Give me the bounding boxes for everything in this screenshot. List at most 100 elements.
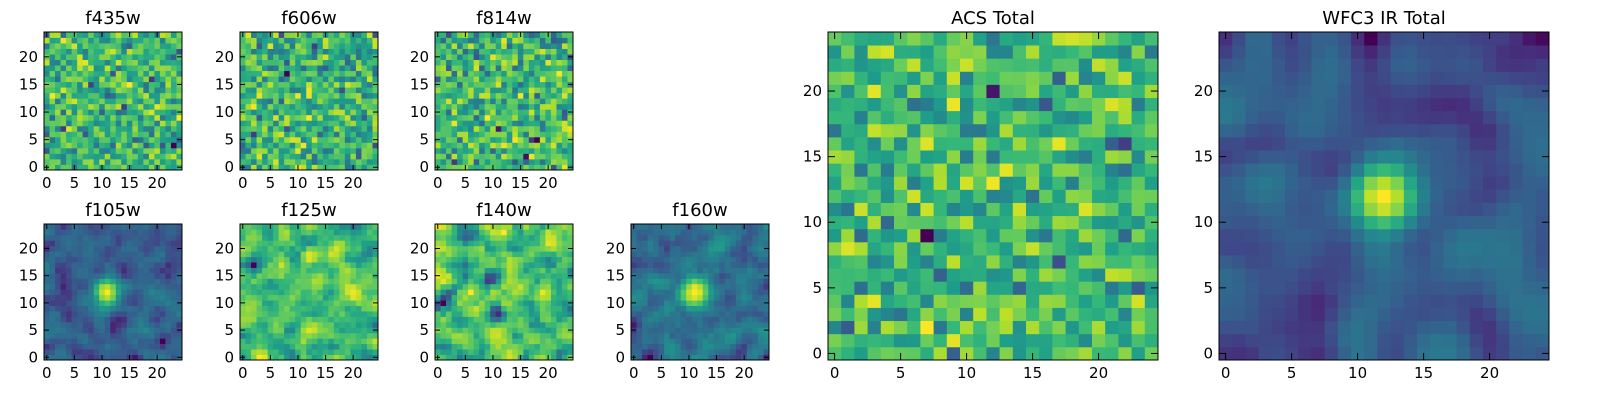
heatmap-cell: [110, 65, 117, 72]
heatmap-cell: [1078, 307, 1093, 322]
heatmap-cell: [306, 283, 313, 290]
heatmap-cell: [446, 245, 452, 252]
heatmap-cell: [854, 163, 868, 177]
heatmap-cell: [752, 332, 759, 339]
heatmap-cell: [457, 234, 463, 241]
heatmap-cell: [517, 158, 524, 165]
heatmap-cell: [60, 109, 67, 116]
heatmap-cell: [1131, 333, 1146, 348]
heatmap-cell: [278, 164, 285, 171]
heatmap-cell: [556, 54, 563, 60]
heatmap-cell: [355, 87, 362, 94]
heatmap-cell: [121, 349, 128, 355]
heatmap-cell: [71, 338, 78, 345]
heatmap-cell: [556, 338, 563, 345]
heatmap-cell: [1118, 281, 1132, 295]
heatmap-cell: [154, 311, 161, 317]
heatmap-cell: [333, 289, 340, 296]
heatmap-cell: [121, 120, 128, 127]
heatmap-cell: [170, 142, 177, 149]
heatmap-cell: [66, 158, 72, 165]
heatmap-cell: [647, 256, 654, 263]
heatmap-cell: [946, 163, 961, 177]
heatmap-cell: [49, 70, 56, 77]
heatmap-cell: [295, 262, 302, 268]
heatmap-cell: [523, 332, 530, 339]
heatmap-cell: [306, 267, 313, 274]
heatmap-cell: [104, 316, 111, 323]
heatmap-cell: [82, 81, 89, 88]
heatmap-cell: [907, 176, 921, 190]
heatmap-cell: [121, 92, 128, 99]
heatmap-cell: [240, 76, 246, 83]
heatmap-cell: [880, 255, 895, 269]
heatmap-cell: [451, 321, 458, 328]
heatmap-cell: [517, 311, 524, 317]
heatmap-cell: [361, 142, 368, 149]
heatmap-cell: [311, 43, 318, 49]
heatmap-cell: [99, 294, 106, 301]
heatmap-cell: [159, 153, 166, 160]
heatmap-cell: [741, 343, 748, 350]
heatmap-cell: [479, 136, 486, 143]
heatmap-cell: [653, 272, 659, 279]
heatmap-cell: [93, 59, 100, 66]
heatmap-cell: [523, 224, 530, 230]
heatmap-cell: [484, 267, 491, 274]
heatmap-cell: [273, 343, 280, 350]
heatmap-cell: [451, 234, 458, 241]
heatmap-cell: [176, 131, 183, 138]
heatmap-cell: [339, 147, 346, 154]
heatmap-cell: [523, 338, 530, 345]
heatmap-cell: [691, 234, 698, 241]
heatmap-cell: [713, 251, 720, 258]
heatmap-cell: [1078, 268, 1093, 282]
heatmap-cell: [361, 321, 368, 328]
heatmap-cell: [328, 92, 335, 99]
heatmap-cell: [262, 316, 268, 323]
heatmap-cell: [278, 316, 285, 323]
heatmap-cell: [99, 131, 106, 138]
heatmap-cell: [71, 43, 78, 49]
heatmap-cell: [251, 305, 257, 312]
heatmap-cell: [121, 158, 128, 165]
heatmap-cell: [245, 343, 252, 350]
heatmap-cell: [104, 32, 111, 38]
heatmap-cell: [328, 321, 335, 328]
heatmap-cell: [512, 343, 519, 350]
heatmap-cell: [284, 283, 291, 290]
heatmap-cell: [1078, 281, 1093, 295]
heatmap-cell: [159, 81, 166, 88]
heatmap-cell: [110, 294, 117, 301]
heatmap-cell: [457, 354, 463, 361]
heatmap-cell: [534, 321, 541, 328]
heatmap-cell: [251, 32, 257, 38]
y-tick-label: 5: [224, 321, 234, 339]
heatmap-cell: [702, 229, 709, 236]
heatmap-cell: [636, 224, 643, 230]
heatmap-cell: [256, 81, 263, 88]
heatmap-cell: [484, 65, 491, 72]
heatmap-cell: [686, 272, 693, 279]
heatmap-cell: [545, 76, 552, 83]
heatmap-cell: [567, 142, 574, 149]
heatmap-cell: [115, 267, 122, 274]
heatmap-cell: [484, 224, 491, 230]
heatmap-cell: [479, 76, 486, 83]
heatmap-cell: [115, 245, 122, 252]
heatmap-cell: [284, 327, 291, 334]
heatmap-cell: [451, 59, 458, 66]
heatmap-cell: [867, 346, 882, 361]
heatmap-cell: [1092, 202, 1106, 217]
heatmap-cell: [746, 354, 753, 361]
heatmap-cell: [501, 240, 508, 247]
heatmap-cell: [506, 76, 513, 83]
heatmap-cell: [457, 316, 463, 323]
heatmap-cell: [669, 289, 676, 296]
heatmap-cell: [361, 289, 368, 296]
heatmap-cell: [322, 158, 329, 165]
heatmap-cell: [495, 54, 502, 60]
heatmap-cell: [289, 87, 296, 94]
heatmap-cell: [284, 87, 291, 94]
heatmap-cell: [289, 338, 296, 345]
